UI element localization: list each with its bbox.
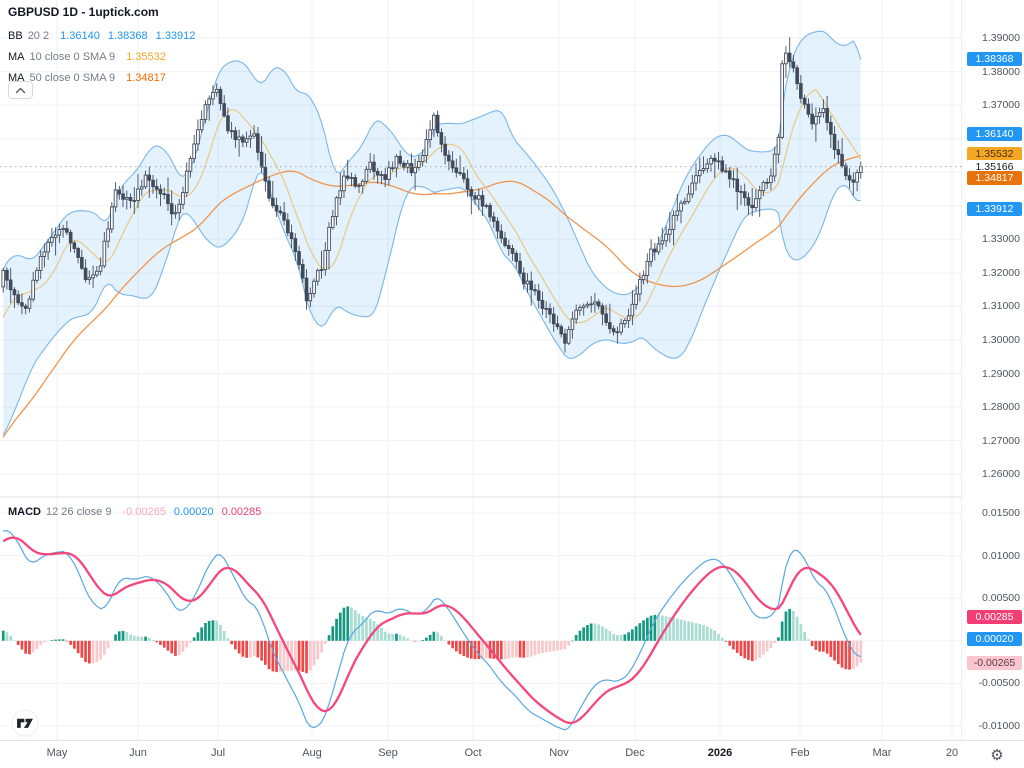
macd-line-badge: 0.00020 bbox=[967, 632, 1022, 647]
price-tick: 1.27000 bbox=[982, 434, 1020, 447]
time-label-may: May bbox=[46, 747, 68, 759]
price-tick: 1.30000 bbox=[982, 333, 1020, 346]
bollinger-lower-line bbox=[2, 171, 861, 435]
ma10-params: 10 close 0 SMA 9 bbox=[29, 51, 116, 63]
price-tick: 1.39000 bbox=[982, 32, 1020, 44]
time-label-sep: Sep bbox=[378, 747, 398, 759]
macd-label: MACD bbox=[8, 506, 41, 518]
bollinger-upper-line bbox=[2, 30, 862, 296]
bb-label: BB bbox=[8, 30, 23, 42]
chart-title: GBPUSD 1D - 1uptick.com bbox=[8, 5, 159, 19]
grid bbox=[0, 0, 966, 745]
price-scale[interactable]: 1.39000 1.38000 1.37000 1.33000 1.32000 1.310… bbox=[962, 0, 1024, 740]
time-label-oct: Oct bbox=[464, 747, 482, 759]
bb-lower-value: 1.33912 bbox=[155, 30, 196, 42]
macd-legend: MACD 12 26 close 9 -0.00265 0.00020 0.00… bbox=[8, 502, 261, 523]
macd-tick: 0.00500 bbox=[982, 592, 1020, 605]
chevron-up-icon bbox=[15, 87, 26, 93]
time-label-feb: Feb bbox=[790, 747, 810, 759]
price-tick: 1.37000 bbox=[982, 99, 1020, 112]
main-legend: GBPUSD 1D - 1uptick.com BB 20 2 1.36140 … bbox=[8, 5, 195, 89]
gear-icon: ⚙ bbox=[990, 747, 1004, 764]
bb-params: 20 2 bbox=[27, 30, 50, 42]
bb-lower-badge: 1.33912 bbox=[967, 201, 1022, 216]
time-label-20: 20 bbox=[945, 747, 959, 759]
time-label-mar: Mar bbox=[872, 747, 892, 759]
time-scale[interactable]: May Jun Jul Aug Sep Oct Nov Dec 2026 Feb Mar 20 bbox=[0, 741, 1024, 768]
price-tick: 1.33000 bbox=[982, 233, 1020, 246]
collapse-legend-button[interactable] bbox=[8, 81, 33, 99]
indicator-row-macd: MACD 12 26 close 9 -0.00265 0.00020 0.00… bbox=[8, 502, 261, 523]
macd-histogram bbox=[1, 606, 863, 674]
ma10-badge: 1.35532 bbox=[967, 147, 1022, 162]
settings-button[interactable]: ⚙ bbox=[986, 744, 1008, 766]
time-label-jun: Jun bbox=[129, 747, 147, 759]
price-tick: 1.29000 bbox=[982, 367, 1020, 380]
ma50-badge: 1.34817 bbox=[967, 171, 1022, 186]
ma10-label: MA bbox=[8, 51, 25, 63]
bb-basis-badge: 1.36140 bbox=[967, 126, 1022, 141]
macd-hist-badge: -0.00265 bbox=[967, 656, 1022, 671]
tradingview-logo[interactable] bbox=[11, 709, 39, 737]
tradingview-logo-icon bbox=[11, 709, 39, 737]
indicator-row-ma50: MA 50 close 0 SMA 9 1.34817 bbox=[8, 68, 195, 89]
macd-hist-value: -0.00265 bbox=[122, 506, 166, 518]
macd-line-value: 0.00020 bbox=[173, 506, 214, 518]
indicator-row-bb: BB 20 2 1.36140 1.38368 1.33912 bbox=[8, 26, 195, 47]
macd-signal-line bbox=[2, 536, 862, 725]
macd-signal-value: 0.00285 bbox=[221, 506, 262, 518]
price-tick: 1.32000 bbox=[982, 266, 1020, 279]
price-tick: 1.31000 bbox=[982, 300, 1020, 313]
price-tick: 1.26000 bbox=[982, 468, 1020, 481]
bollinger-band-fill bbox=[3, 31, 861, 435]
macd-line bbox=[3, 529, 862, 731]
time-label-2026: 2026 bbox=[707, 747, 733, 759]
macd-tick: 0.01500 bbox=[982, 507, 1020, 519]
price-tick: 1.38000 bbox=[982, 65, 1020, 78]
indicator-row-ma10: MA 10 close 0 SMA 9 1.35532 bbox=[8, 47, 195, 68]
macd-signal-badge: 0.00285 bbox=[967, 609, 1022, 624]
bb-upper-badge: 1.38368 bbox=[967, 52, 1022, 67]
price-tick: 1.28000 bbox=[982, 401, 1020, 414]
ma10-line bbox=[2, 88, 862, 324]
macd-params: 12 26 close 9 bbox=[46, 506, 112, 518]
time-label-jul: Jul bbox=[210, 747, 226, 759]
time-label-dec: Dec bbox=[625, 747, 645, 759]
macd-tick: 0.01000 bbox=[982, 549, 1020, 562]
ma50-params: 50 close 0 SMA 9 bbox=[29, 72, 116, 84]
macd-tick: -0.00500 bbox=[978, 677, 1020, 690]
bb-basis-value: 1.36140 bbox=[60, 30, 100, 42]
macd-tick: -0.01000 bbox=[978, 720, 1020, 732]
time-label-aug: Aug bbox=[302, 747, 322, 759]
ma50-line bbox=[2, 154, 861, 438]
ma10-value: 1.35532 bbox=[126, 51, 166, 63]
bb-upper-value: 1.38368 bbox=[107, 30, 148, 42]
time-label-nov: Nov bbox=[549, 747, 569, 759]
last-price-label: 1.35166 bbox=[967, 159, 1022, 174]
ma50-value: 1.34817 bbox=[126, 72, 166, 84]
candlestick-series bbox=[1, 37, 863, 353]
